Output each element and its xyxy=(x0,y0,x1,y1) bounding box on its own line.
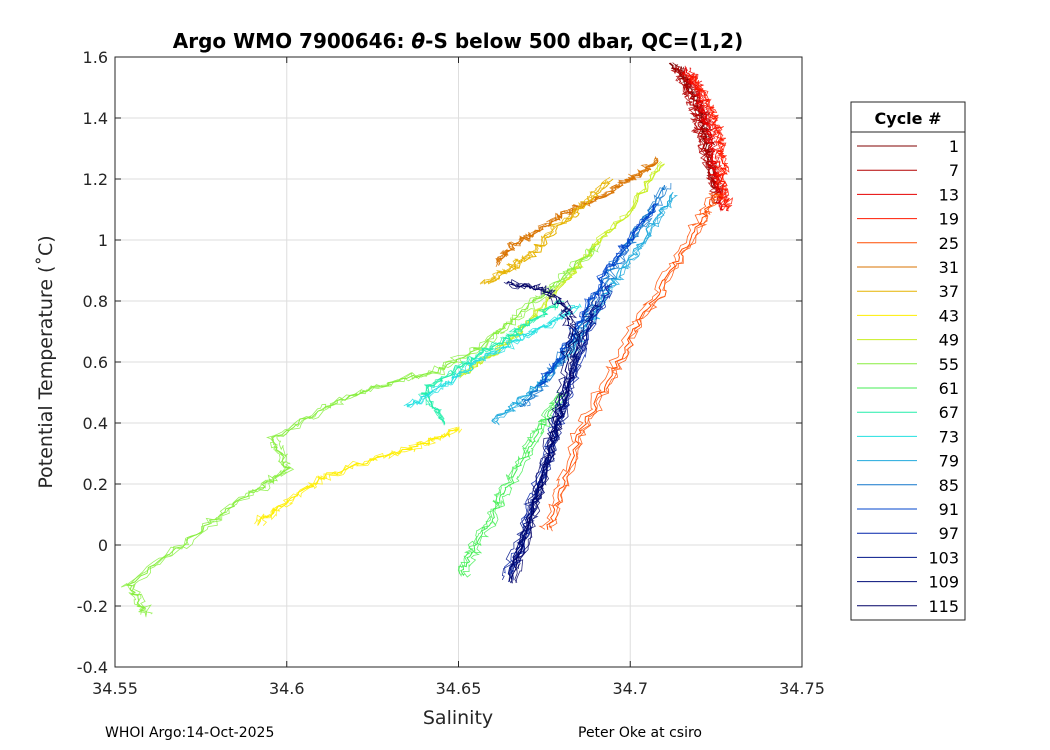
legend-label-37: 37 xyxy=(939,282,959,301)
legend-label-43: 43 xyxy=(939,306,959,325)
legend-label-1: 1 xyxy=(949,137,959,156)
series-texture-cycle-7-1 xyxy=(670,68,719,204)
x-tick-label-1: 34.6 xyxy=(269,679,305,698)
legend-label-97: 97 xyxy=(939,524,959,543)
series-texture-cycle-19-0 xyxy=(692,72,734,209)
x-axis-label: Salinity xyxy=(423,707,493,729)
legend-label-85: 85 xyxy=(939,476,959,495)
title-part-theta: θ xyxy=(411,29,425,53)
series-line-cycle-115 xyxy=(506,281,574,584)
series-line-cycle-79 xyxy=(491,193,672,425)
series-texture-cycle-25-2 xyxy=(548,192,724,528)
series-texture-cycle-73-2 xyxy=(403,305,576,407)
series-texture-cycle-61-1 xyxy=(458,392,560,578)
y-axis-label: Potential Temperature (˚C) xyxy=(35,235,57,488)
legend-label-67: 67 xyxy=(939,403,959,422)
legend-label-55: 55 xyxy=(939,355,959,374)
legend-label-109: 109 xyxy=(928,573,959,592)
series-texture-cycle-109-2 xyxy=(510,331,582,568)
series-line-cycle-61 xyxy=(460,392,563,577)
legend-label-115: 115 xyxy=(928,597,959,616)
series-lines xyxy=(120,62,734,618)
y-tick-label-6: 0.8 xyxy=(83,292,108,311)
legend-label-13: 13 xyxy=(939,185,959,204)
footer-source: WHOI Argo:14-Oct-2025 xyxy=(105,725,275,741)
series-texture-cycle-31-0 xyxy=(495,157,659,267)
series-texture-cycle-91-1 xyxy=(538,203,657,387)
series-line-cycle-25 xyxy=(546,193,718,530)
y-tick-label-5: 0.6 xyxy=(83,353,108,372)
series-line-cycle-49 xyxy=(458,163,665,377)
series-line-cycle-37 xyxy=(486,178,614,283)
legend-label-49: 49 xyxy=(939,331,959,350)
chart-title: Argo WMO 7900646: θ-S below 500 dbar, QC… xyxy=(173,29,743,53)
series-texture-cycle-19-2 xyxy=(688,72,731,211)
legend-label-73: 73 xyxy=(939,427,959,446)
series-texture-cycle-55-1 xyxy=(120,243,593,615)
series-texture-cycle-43-1 xyxy=(257,426,459,526)
series-texture-cycle-115-1 xyxy=(510,281,580,583)
series-texture-cycle-103-1 xyxy=(509,303,600,583)
x-tick-label-4: 34.75 xyxy=(779,679,825,698)
y-tick-label-7: 1 xyxy=(98,231,108,250)
series-texture-cycle-31-2 xyxy=(495,157,659,266)
legend-label-61: 61 xyxy=(939,379,959,398)
title-part-1: Argo WMO 7900646: xyxy=(173,29,412,53)
y-tick-label-8: 1.2 xyxy=(83,170,108,189)
series-texture-cycle-91-2 xyxy=(538,204,657,384)
footer-author: Peter Oke at csiro xyxy=(578,725,702,741)
legend-title: Cycle # xyxy=(875,109,942,128)
x-tick-label-3: 34.7 xyxy=(612,679,648,698)
series-texture-cycle-7-2 xyxy=(676,66,724,204)
y-tick-label-10: 1.6 xyxy=(83,48,108,67)
series-texture-cycle-115-0 xyxy=(510,278,581,583)
series-texture-cycle-43-0 xyxy=(254,427,457,525)
y-tick-label-1: -0.2 xyxy=(77,597,108,616)
y-tick-label-4: 0.4 xyxy=(83,414,108,433)
y-tick-label-9: 1.4 xyxy=(83,109,108,128)
y-tick-label-0: -0.4 xyxy=(77,658,108,677)
series-texture-cycle-49-2 xyxy=(459,164,665,379)
legend-label-25: 25 xyxy=(939,234,959,253)
series-texture-cycle-25-0 xyxy=(538,192,715,530)
series-line-cycle-55 xyxy=(126,245,597,616)
series-texture-cycle-115-2 xyxy=(503,280,572,584)
legend-label-103: 103 xyxy=(928,548,959,567)
series-texture-cycle-55-0 xyxy=(125,248,595,618)
legend-label-91: 91 xyxy=(939,500,959,519)
series-texture-cycle-73-1 xyxy=(405,305,581,409)
series-texture-cycle-43-2 xyxy=(262,426,463,526)
legend: Cycle # 1 7 13 19 25 31 37 43 49 55 61 67 73 79 85 91 97… xyxy=(850,101,966,621)
legend-label-19: 19 xyxy=(939,210,959,229)
axis-ticks: 34.55 34.6 34.65 34.7 34.75 -0.4 -0.2 0 0.2 0.4 0.… xyxy=(77,48,825,698)
series-texture-cycle-19-1 xyxy=(683,72,728,211)
legend-label-31: 31 xyxy=(939,258,959,277)
series-texture-cycle-37-0 xyxy=(482,180,609,285)
series-line-cycle-67 xyxy=(421,300,562,425)
x-tick-label-0: 34.55 xyxy=(92,679,138,698)
y-tick-label-3: 0.2 xyxy=(83,475,108,494)
legend-label-79: 79 xyxy=(939,452,959,471)
title-part-2: -S below 500 dbar, QC=(1,2) xyxy=(425,29,743,53)
series-texture-cycle-67-0 xyxy=(421,301,559,426)
legend-label-7: 7 xyxy=(949,161,959,180)
y-tick-label-2: 0 xyxy=(98,536,108,555)
series-texture-cycle-85-1 xyxy=(523,186,667,408)
series-texture-cycle-61-2 xyxy=(457,389,561,575)
x-tick-label-2: 34.65 xyxy=(436,679,482,698)
series-texture-cycle-55-2 xyxy=(132,244,601,615)
series-texture-cycle-61-0 xyxy=(462,392,567,578)
legend-entries: 1 7 13 19 25 31 37 43 49 55 61 67 73 79 85 91 97 103 109 11… xyxy=(857,137,959,616)
series-texture-cycle-37-2 xyxy=(479,179,607,285)
